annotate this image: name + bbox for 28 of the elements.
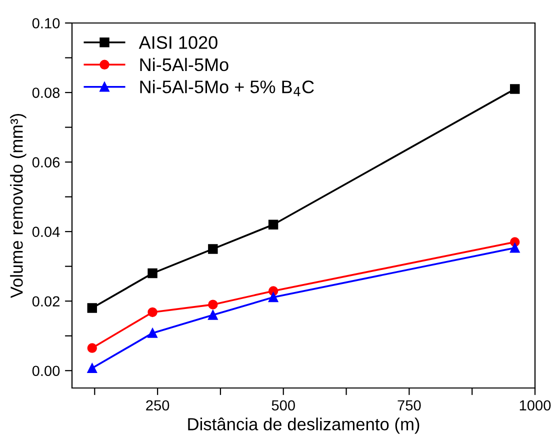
y-tick-label: 0.04 xyxy=(32,226,60,237)
x-tick-label: 250 xyxy=(146,400,170,411)
y-tick-label: 0.00 xyxy=(32,366,60,376)
point xyxy=(208,244,218,254)
point xyxy=(208,300,218,310)
x-tick-label: 500 xyxy=(272,400,295,411)
point xyxy=(87,303,97,313)
point xyxy=(268,220,278,230)
point xyxy=(510,243,520,253)
legend-label: Ni-5Al-5Mo + 5% B$_{4}$C xyxy=(140,80,314,96)
y-tick-label: 0.10 xyxy=(32,18,60,28)
x-tick-label: 1000 xyxy=(520,400,551,411)
x-axis-title: Distância de deslizamento (m) xyxy=(188,418,420,434)
x-tick-label: 750 xyxy=(398,400,421,411)
point xyxy=(148,307,158,318)
point xyxy=(208,310,218,320)
point xyxy=(510,84,520,94)
y-tick-label: 0.02 xyxy=(32,296,60,307)
y-tick-label: 0.06 xyxy=(32,157,60,168)
y-axis-title: Volume removido (mm³) xyxy=(10,114,26,298)
point xyxy=(148,268,158,278)
point xyxy=(148,328,158,338)
point xyxy=(87,343,97,353)
legend-label: Ni-5Al-5Mo xyxy=(140,58,228,72)
point xyxy=(268,292,278,302)
legend-label: AISI 1020 xyxy=(138,36,218,49)
y-tick-label: 0.08 xyxy=(32,88,60,98)
point xyxy=(87,363,97,374)
